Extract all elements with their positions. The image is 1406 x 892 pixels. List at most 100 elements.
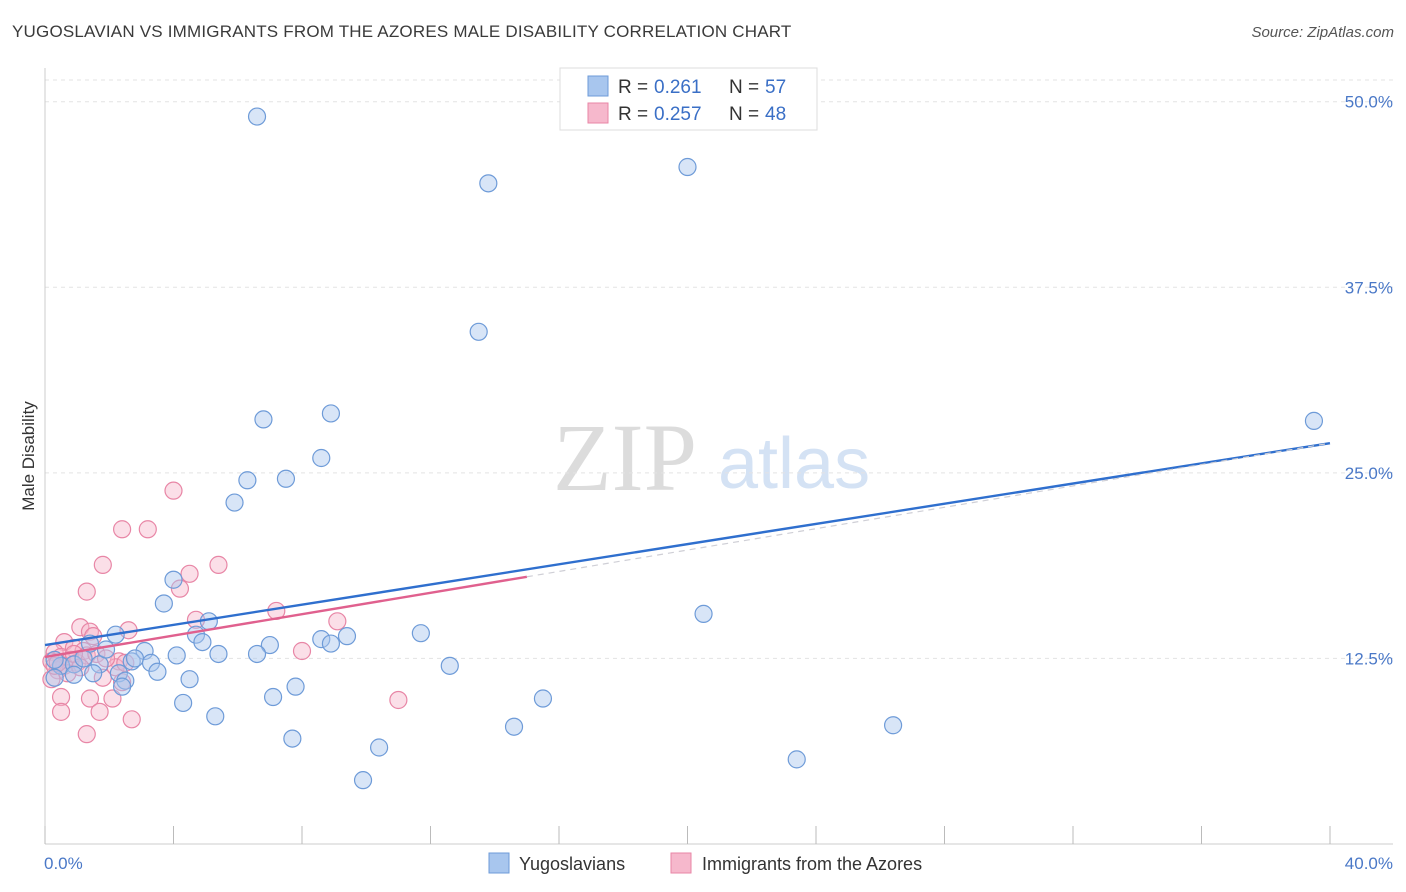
yugoslavian-point	[504, 717, 524, 736]
yugoslavian-point	[883, 716, 903, 735]
yugoslavian-point	[263, 687, 283, 707]
yugoslavian-point	[164, 570, 183, 589]
yugoslavian-point	[337, 627, 357, 646]
yugoslavian-point	[411, 624, 430, 643]
yugoslavian-point	[209, 644, 228, 664]
azores-point	[164, 481, 183, 500]
yugoslavian-point	[206, 707, 225, 726]
yugoslavian-point	[247, 644, 267, 664]
trend-line-azores-extension	[526, 442, 1331, 578]
yugoslavian-point	[154, 594, 173, 613]
legend-swatch-azores	[587, 102, 609, 124]
yugoslavian-point	[254, 410, 273, 429]
yugoslavian-point	[238, 471, 257, 490]
azores-point	[51, 702, 71, 721]
yugoslavian-point	[225, 493, 244, 512]
bottom-legend: Yugoslavians Immigrants from the Azores	[488, 852, 922, 874]
chart-title: YUGOSLAVIAN VS IMMIGRANTS FROM THE AZORE…	[12, 22, 792, 41]
yugoslavian-point	[321, 634, 341, 653]
watermark-zip: ZIP	[553, 404, 697, 511]
azores-point	[51, 687, 71, 707]
yugoslavian-point	[109, 664, 128, 683]
bottom-legend-label-azores: Immigrants from the Azores	[702, 854, 922, 874]
yugoslavian-point	[64, 655, 84, 674]
yugoslavian-point	[533, 689, 553, 708]
trend-line-yugoslavians	[44, 441, 1331, 647]
trend-line-azores	[44, 575, 528, 659]
legend-r-label-1: R =	[618, 77, 648, 98]
legend-r-value-1: 0.261	[654, 77, 702, 98]
y-axis-label: Male Disability	[19, 401, 38, 511]
x-tick-label-max: 40.0%	[1345, 854, 1393, 873]
azores-point	[77, 725, 96, 744]
trend-lines	[44, 441, 1331, 659]
azores-point	[170, 579, 190, 598]
azores-point	[77, 582, 96, 601]
yugoslavian-point	[787, 750, 806, 769]
legend-r-value-2: 0.257	[654, 104, 702, 125]
yugoslavian-point	[141, 653, 161, 672]
yugoslavian-point	[174, 693, 193, 713]
y-tick-label: 37.5%	[1345, 278, 1393, 297]
legend-box: R = 0.261 N = 57 R = 0.257 N = 48	[559, 67, 818, 131]
yugoslavian-point	[353, 771, 373, 790]
yugoslavian-point	[479, 174, 498, 193]
axes	[44, 68, 1393, 845]
yugoslavian-point	[260, 635, 279, 655]
yugoslavian-point	[45, 668, 64, 687]
legend-swatch-yugoslavians	[587, 75, 609, 97]
legend-r-label-2: R =	[618, 104, 648, 125]
yugoslavian-point	[1304, 411, 1324, 430]
azores-point	[93, 555, 112, 574]
yugoslavian-point	[276, 469, 296, 488]
yugoslavian-point	[694, 604, 713, 623]
yugoslavian-point	[64, 665, 84, 684]
legend-n-value-1: 57	[765, 77, 786, 98]
yugoslavian-point	[283, 729, 302, 748]
azores-point	[209, 555, 228, 574]
yugoslavian-point	[125, 649, 145, 668]
bottom-legend-label-yugoslavians: Yugoslavians	[519, 854, 625, 874]
yugoslavian-point	[678, 157, 697, 177]
azores-point	[180, 564, 199, 583]
azores-point	[112, 520, 132, 539]
yugoslavian-point	[247, 107, 267, 126]
series-yugoslavians-points	[45, 107, 1324, 790]
yugoslavian-point	[286, 677, 305, 696]
yugoslavian-point	[440, 656, 459, 675]
azores-point	[389, 690, 408, 710]
y-tick-label: 12.5%	[1345, 649, 1393, 668]
watermark-atlas: atlas	[718, 424, 870, 504]
axis-ticks: 12.5% 25.0% 37.5% 50.0%	[44, 93, 1393, 844]
source-label: Source: ZipAtlas.com	[1251, 24, 1394, 41]
bottom-legend-swatch-azores	[670, 852, 692, 874]
yugoslavian-point	[148, 662, 167, 681]
yugoslavian-point	[180, 670, 199, 689]
y-tick-label: 50.0%	[1345, 93, 1393, 112]
yugoslavian-point	[312, 630, 331, 649]
yugoslavian-point	[321, 404, 341, 423]
y-tick-label: 25.0%	[1345, 464, 1393, 483]
azores-point	[122, 710, 141, 729]
grid-lines	[45, 79, 1393, 659]
yugoslavian-point	[312, 448, 331, 468]
azores-point	[328, 612, 347, 631]
azores-point	[80, 689, 100, 708]
yugoslavian-point	[122, 652, 141, 671]
azores-point	[90, 702, 109, 721]
azores-point	[292, 641, 312, 661]
yugoslavian-point	[469, 322, 488, 341]
yugoslavian-point	[193, 632, 212, 652]
legend-n-label-1: N =	[729, 77, 759, 98]
azores-point	[138, 520, 157, 539]
azores-point	[116, 653, 135, 672]
series-azores-points	[42, 481, 408, 744]
azores-point	[71, 618, 90, 637]
yugoslavian-point	[112, 677, 132, 696]
yugoslavian-point	[370, 738, 389, 757]
yugoslavian-point	[167, 646, 186, 665]
x-tick-label-min: 0.0%	[44, 854, 83, 873]
yugoslavian-point	[84, 664, 103, 683]
yugoslavian-point	[96, 640, 116, 659]
